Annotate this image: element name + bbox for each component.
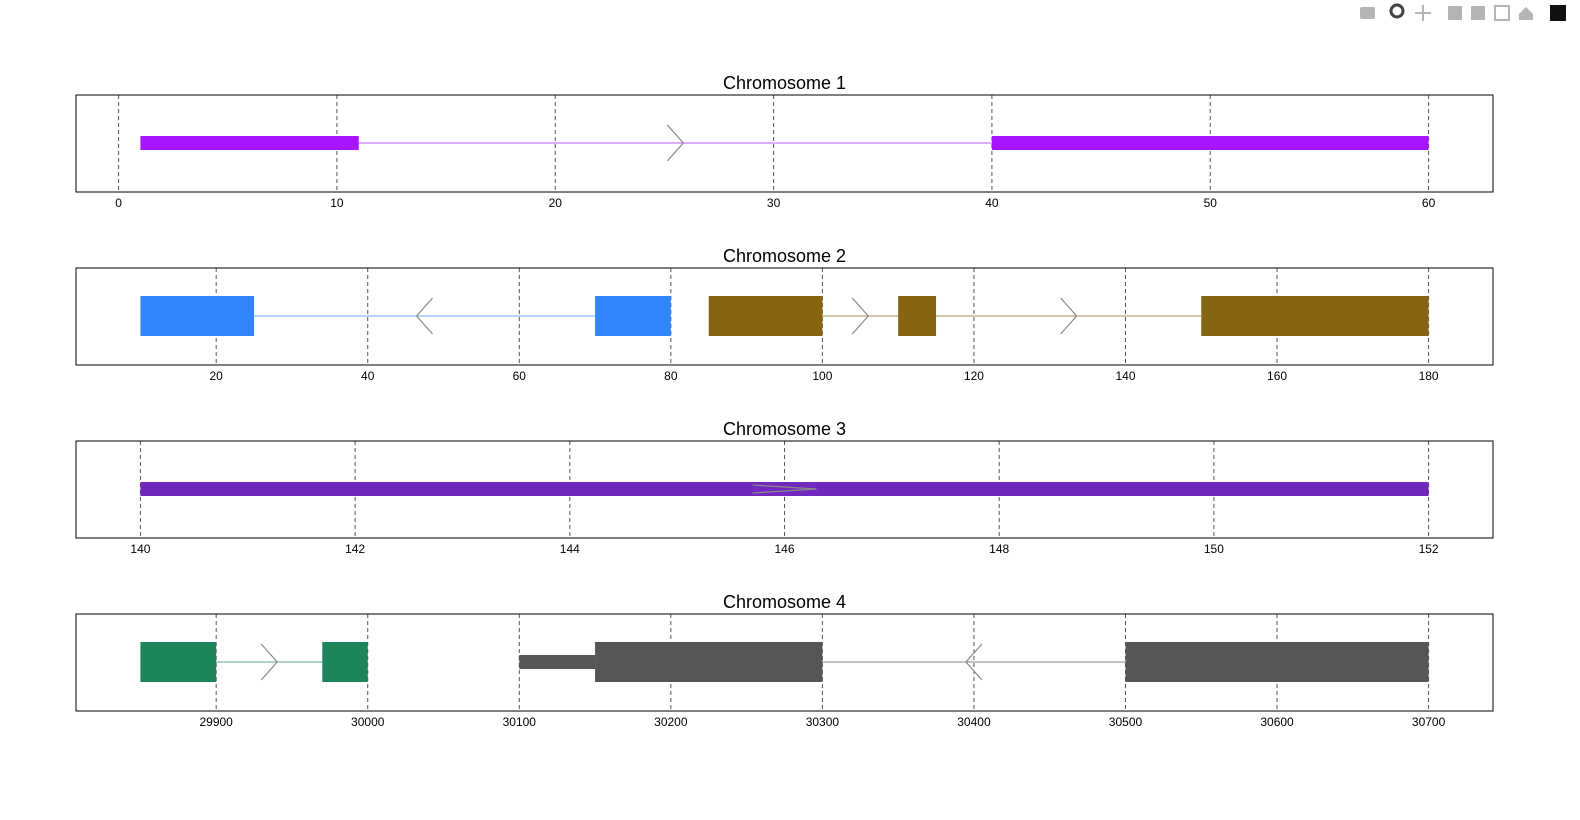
x-tick-label: 30600 xyxy=(1260,715,1294,729)
exon xyxy=(991,136,1429,150)
x-tick-label: 40 xyxy=(985,196,999,210)
x-tick-label: 160 xyxy=(1267,369,1287,383)
strand-arrow xyxy=(851,297,870,335)
strand-arrow xyxy=(965,643,983,681)
pan-button[interactable] xyxy=(1415,5,1431,21)
x-tick-label: 40 xyxy=(361,369,375,383)
panel-title: Chromosome 3 xyxy=(723,419,846,439)
exon xyxy=(898,296,937,336)
strand-arrow xyxy=(260,643,279,681)
panel: Chromosome 2 20 40 60 80 100 120 140 160 180 xyxy=(75,246,1494,383)
x-tick-label: 30500 xyxy=(1109,715,1143,729)
x-tick-label: 30200 xyxy=(654,715,688,729)
x-tick-label: 60 xyxy=(513,369,527,383)
exon xyxy=(595,642,823,682)
x-tick-label: 140 xyxy=(130,542,150,556)
plot-frame xyxy=(75,613,1494,712)
x-tick-label: 20 xyxy=(549,196,563,210)
x-tick-label: 150 xyxy=(1204,542,1224,556)
exon xyxy=(140,482,1429,496)
x-tick-label: 148 xyxy=(989,542,1009,556)
x-tick-label: 60 xyxy=(1422,196,1436,210)
plot-frame xyxy=(75,440,1494,539)
x-tick-label: 144 xyxy=(560,542,580,556)
exon xyxy=(1201,296,1429,336)
strand-arrow xyxy=(752,484,817,494)
x-tick-label: 80 xyxy=(664,369,678,383)
exon xyxy=(1125,642,1429,682)
zoom-in-button[interactable] xyxy=(1448,6,1462,20)
panel-title: Chromosome 1 xyxy=(723,73,846,93)
x-tick-label: 20 xyxy=(210,369,224,383)
x-tick-label: 140 xyxy=(1115,369,1135,383)
x-tick-label: 152 xyxy=(1419,542,1439,556)
reset-button[interactable] xyxy=(1519,7,1533,20)
x-tick-label: 30700 xyxy=(1412,715,1446,729)
exon xyxy=(140,642,217,682)
exon xyxy=(140,296,255,336)
x-tick-label: 30000 xyxy=(351,715,385,729)
x-tick-label: 180 xyxy=(1419,369,1439,383)
x-tick-label: 30300 xyxy=(806,715,840,729)
strand-arrow xyxy=(666,124,685,162)
x-tick-label: 142 xyxy=(345,542,365,556)
camera-button[interactable] xyxy=(1360,7,1375,19)
autoscale-button[interactable] xyxy=(1494,5,1510,21)
strand-arrow xyxy=(415,297,434,335)
modebar xyxy=(1360,3,1566,21)
panel: Chromosome 4 29900 30000 30100 30200 30300 304… xyxy=(75,592,1494,729)
exon xyxy=(322,642,368,682)
zoom-button[interactable] xyxy=(1389,3,1405,19)
x-tick-label: 30100 xyxy=(503,715,537,729)
x-tick-label: 100 xyxy=(812,369,832,383)
x-tick-label: 0 xyxy=(115,196,122,210)
panel: Chromosome 3 140 142 144 146 148 150 152 xyxy=(75,419,1494,556)
plot-frame xyxy=(75,94,1494,193)
exon xyxy=(708,296,823,336)
x-tick-label: 29900 xyxy=(199,715,233,729)
exon xyxy=(519,655,596,669)
x-tick-label: 50 xyxy=(1204,196,1218,210)
panel-title: Chromosome 4 xyxy=(723,592,846,612)
strand-arrow xyxy=(1060,297,1078,335)
panel: Chromosome 1 0 10 20 30 40 50 60 xyxy=(75,73,1494,210)
exon xyxy=(140,136,359,150)
x-tick-label: 30 xyxy=(767,196,781,210)
x-tick-label: 146 xyxy=(774,542,794,556)
plotly-logo[interactable] xyxy=(1550,5,1566,21)
x-tick-label: 120 xyxy=(964,369,984,383)
exon xyxy=(595,296,671,336)
plot-frame xyxy=(75,267,1494,366)
x-tick-label: 10 xyxy=(330,196,344,210)
x-tick-label: 30400 xyxy=(957,715,991,729)
zoom-out-button[interactable] xyxy=(1471,6,1485,20)
panel-title: Chromosome 2 xyxy=(723,246,846,266)
